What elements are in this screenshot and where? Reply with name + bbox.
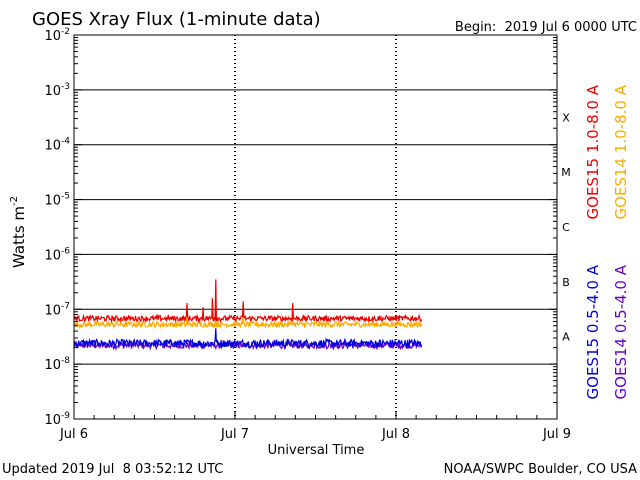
legend-right: GOES15 1.0-8.0 A GOES14 1.0-8.0 A [584,84,630,219]
legend-entry: GOES15 0.5-4.0 A [584,264,602,399]
flare-class-c: C [562,221,570,234]
x-axis-ticks: Jul 6 Jul 7 Jul 8 Jul 9 [59,411,571,442]
flare-class-x: X [562,111,570,124]
y-tick-label: 10-3 [44,82,70,99]
x-tick-label: Jul 8 [381,427,410,442]
gridlines [74,35,557,419]
flare-class-a: A [562,331,570,344]
y-axis-label-exponent: -2 [9,196,20,206]
y-tick-label: 10-4 [44,137,70,154]
x-tick-label: Jul 7 [220,427,249,442]
y-tick-label: 10-9 [44,411,70,428]
updated-timestamp: Updated 2019 Jul 8 03:52:12 UTC [2,462,223,477]
y-axis-label-text: Watts m [10,206,28,268]
credit-label: NOAA/SWPC Boulder, CO USA [444,462,637,477]
series-line-goes14-1-0-8-0-a [73,302,423,330]
legend-entry: GOES14 1.0-8.0 A [612,84,630,219]
flare-class-b: B [562,276,570,289]
legend-left: GOES15 0.5-4.0 A GOES14 0.5-4.0 A [584,264,630,399]
legend-entry: GOES14 0.5-4.0 A [612,264,630,399]
series-lines [73,279,423,351]
y-tick-label: 10-6 [44,246,70,263]
begin-date-label: Begin: 2019 Jul 6 0000 UTC [455,20,637,35]
y-axis-label-group: Watts m-2 [9,196,28,268]
series-line-goes15-1-0-8-0-a [73,279,423,324]
y-tick-label: 10-2 [44,27,70,44]
y-axis-label: Watts m-2 [9,196,28,268]
y-tick-label: 10-5 [44,192,70,209]
x-tick-label: Jul 6 [59,427,88,442]
y-tick-label: 10-8 [44,356,70,373]
y-tick-label: 10-7 [44,301,70,318]
plot-border [73,34,558,420]
series-line-goes15-0-5-4-0-a [73,328,422,350]
x-axis-label: Universal Time [268,443,365,458]
y-axis-ticks: 10-9 10-8 10-7 10-6 10-5 10-4 10-3 10-2 [44,27,557,428]
plot-frame [73,34,558,420]
legend-entry: GOES15 1.0-8.0 A [584,84,602,219]
chart-title: GOES Xray Flux (1-minute data) [32,9,321,30]
flare-class-m: M [561,166,571,179]
flare-class-labels: A B C M X [561,111,571,343]
x-tick-label: Jul 9 [542,427,571,442]
